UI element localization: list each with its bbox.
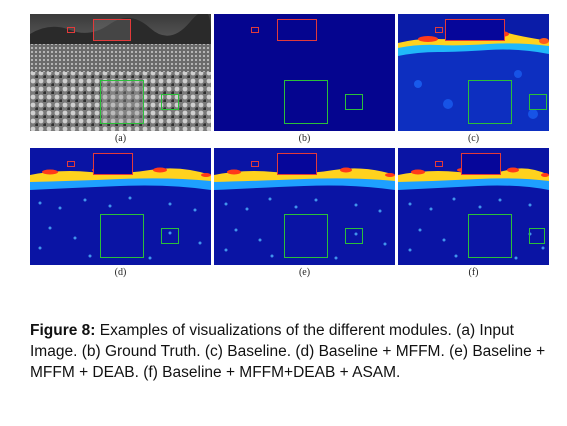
panel-d-baseline-mffm: [30, 148, 211, 265]
zoom-box-green-large: [468, 214, 512, 258]
zoom-box-red-large: [445, 19, 505, 41]
zoom-box-red-small: [67, 27, 75, 33]
caption-text: Examples of visualizations of the differ…: [30, 322, 546, 381]
zoom-box-green-large: [468, 80, 512, 124]
zoom-box-green-small: [345, 94, 363, 110]
panel-label: (a): [114, 133, 127, 144]
panel-label: (b): [298, 133, 311, 144]
zoom-box-green-small: [529, 228, 545, 244]
panel-label: (d): [114, 267, 127, 278]
crowd-photo: [30, 14, 211, 131]
zoom-box-green-small: [161, 228, 179, 244]
zoom-box-green-large: [100, 214, 144, 258]
caption-prefix: Figure 8:: [30, 322, 96, 339]
zoom-box-red-small: [251, 27, 259, 33]
zoom-box-red-large: [277, 19, 317, 41]
panel-label: (e): [298, 267, 311, 278]
zoom-box-red-small: [67, 161, 75, 167]
panel-a-input-image: [30, 14, 211, 131]
panel-f-full-model: [398, 148, 549, 265]
panel-label: (f): [468, 267, 479, 278]
panel-e-baseline-mffm-deab: [214, 148, 395, 265]
zoom-box-red-large: [93, 19, 131, 41]
zoom-box-red-small: [251, 161, 259, 167]
zoom-box-green-small: [161, 94, 179, 110]
zoom-box-green-large: [284, 214, 328, 258]
panel-label: (c): [467, 133, 480, 144]
figure-caption: Figure 8: Examples of visualizations of …: [30, 320, 550, 383]
zoom-box-red-small: [435, 161, 443, 167]
zoom-box-red-small: [435, 27, 443, 33]
zoom-box-green-large: [100, 80, 144, 124]
zoom-box-green-small: [529, 94, 547, 110]
zoom-box-red-large: [93, 153, 133, 175]
panel-c-baseline: [398, 14, 549, 131]
panel-b-ground-truth: [214, 14, 395, 131]
zoom-box-green-large: [284, 80, 328, 124]
zoom-box-green-small: [345, 228, 363, 244]
zoom-box-red-large: [461, 153, 501, 175]
zoom-box-red-large: [277, 153, 317, 175]
